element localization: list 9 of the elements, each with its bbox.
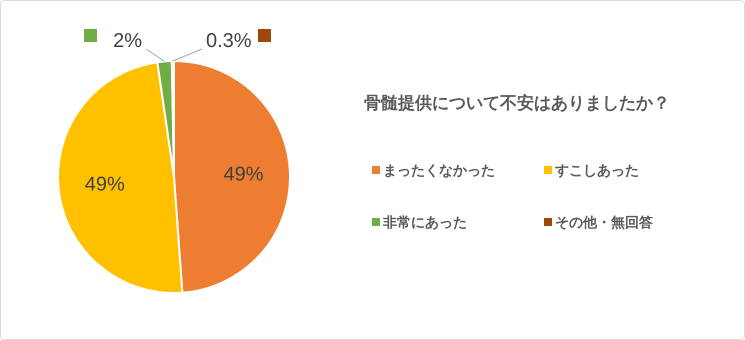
legend-label: その他・無回答	[555, 214, 653, 230]
legend-label: まったくなかった	[383, 162, 495, 178]
data-label: 49%	[224, 163, 264, 186]
legend-label: 非常にあった	[382, 214, 467, 230]
data-label: 49%	[84, 174, 126, 196]
legend-label: すこしあった	[554, 162, 639, 178]
text: 骨髄提供について不安はありましたか？	[364, 94, 670, 112]
data-label: 2%	[113, 30, 142, 52]
data-label: 0.3%	[206, 30, 252, 52]
